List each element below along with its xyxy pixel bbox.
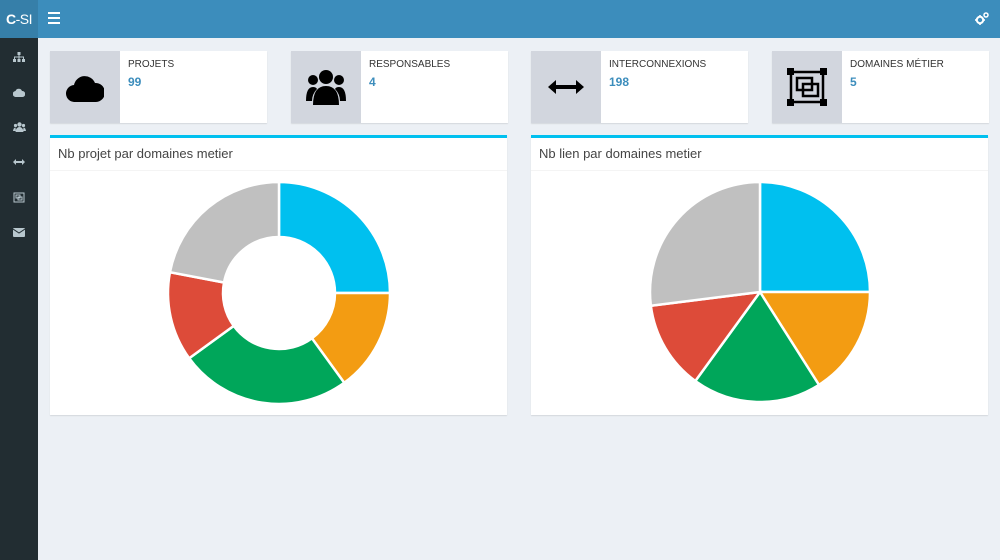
stat-box-projets[interactable]: PROJETS 99 [50,51,267,123]
chart-slice-1[interactable] [277,180,392,295]
logo-bold-text: C [5,11,16,27]
stat-box-interconnexions[interactable]: INTERCONNEXIONS 198 [531,51,748,123]
chart-slice-3[interactable] [693,289,821,404]
panel-divider [50,170,507,171]
object-group-icon [13,192,25,202]
stat-value: 198 [609,75,630,89]
stat-icon-wrap [291,51,361,123]
doughnut-chart [166,180,392,406]
stat-label: DOMAINES MÉTIER [850,59,944,70]
stat-box-domaines-metier[interactable]: DOMAINES MÉTIER 5 [772,51,989,123]
chart-panel-projets: Nb projet par domaines metier [50,135,507,415]
stat-box-responsables[interactable]: RESPONSABLES 4 [291,51,508,123]
chart-slice-5[interactable] [648,180,762,308]
stat-value: 99 [128,75,142,89]
cloud-icon [13,88,25,97]
settings-button[interactable] [974,11,990,27]
sidebar-item-messages[interactable] [0,215,38,249]
stat-label: PROJETS [128,59,175,70]
sidebar-item-interconnexions[interactable] [0,145,38,179]
chart-panel-liens: Nb lien par domaines metier [531,135,988,415]
logo-text: -SI [15,11,33,27]
sidebar-item-sitemap[interactable] [0,40,38,74]
top-navbar: C -SI [0,0,1000,38]
sidebar-item-projets[interactable] [0,75,38,109]
sidebar-item-domaines[interactable] [0,180,38,214]
stat-icon-wrap [531,51,601,123]
chart-slice-3[interactable] [187,324,346,406]
sidebar-item-responsables[interactable] [0,110,38,144]
sitemap-icon [13,52,25,62]
stat-icon-wrap [772,51,842,123]
envelope-icon [13,227,25,237]
chart-slice-5[interactable] [168,180,281,284]
menu-toggle-button[interactable] [48,12,60,26]
arrows-h-icon [548,80,584,94]
cloud-icon [66,76,104,102]
stat-label: INTERCONNEXIONS [609,59,707,70]
panel-divider [531,170,988,171]
cogs-icon [975,12,989,25]
sidebar [0,38,38,560]
app-logo[interactable]: C -SI [0,0,38,38]
chart-slice-4[interactable] [649,290,763,383]
panel-title: Nb projet par domaines metier [58,146,233,161]
stat-value: 4 [369,75,376,89]
arrows-h-icon [13,159,25,165]
users-icon [12,122,26,132]
pie-chart [648,180,872,404]
chart-slice-2[interactable] [757,290,872,387]
stat-label: RESPONSABLES [369,59,451,70]
panel-title: Nb lien par domaines metier [539,146,702,161]
chart-slice-1[interactable] [758,180,872,294]
object-group-icon [787,68,827,106]
stat-icon-wrap [50,51,120,123]
stat-value: 5 [850,75,857,89]
users-icon [306,70,346,105]
